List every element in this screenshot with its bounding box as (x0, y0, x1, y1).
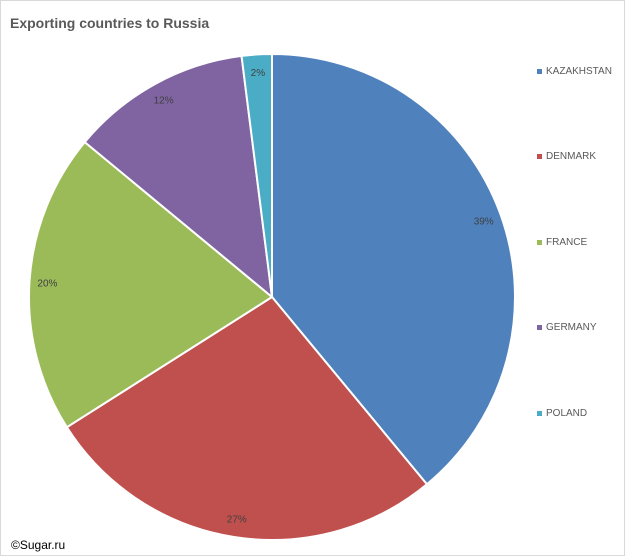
legend-swatch (537, 154, 542, 159)
legend-item-kazakhstan: KAZAKHSTAN (537, 66, 612, 77)
pie-slice-kazakhstan (271, 52, 516, 486)
data-label-germany: 12% (154, 95, 174, 106)
legend-label: DENMARK (546, 151, 597, 162)
pie-slice-poland (240, 52, 273, 298)
pie-slice-germany (83, 54, 274, 300)
data-label-denmark: 27% (227, 515, 247, 526)
legend: KAZAKHSTAN DENMARK FRANCE GERMANY POLAND (537, 1, 622, 557)
pie-slice-denmark (65, 295, 429, 541)
legend-swatch (537, 69, 542, 74)
legend-label: GERMANY (546, 322, 597, 333)
watermark: ©Sugar.ru (11, 538, 66, 552)
legend-item-germany: GERMANY (537, 322, 597, 333)
legend-item-denmark: DENMARK (537, 151, 596, 162)
legend-label: KAZAKHSTAN (546, 66, 612, 77)
legend-label: FRANCE (546, 237, 588, 248)
data-label-poland: 2% (251, 68, 266, 79)
pie-slice-france (28, 140, 274, 429)
legend-swatch (537, 411, 542, 416)
legend-swatch (537, 240, 542, 245)
legend-label: POLAND (546, 408, 588, 419)
legend-swatch (537, 325, 542, 330)
chart-title: Exporting countries to Russia (10, 15, 210, 31)
data-label-kazakhstan: 39% (474, 216, 494, 227)
legend-item-france: FRANCE (537, 237, 587, 248)
data-label-france: 20% (37, 278, 57, 289)
legend-item-poland: POLAND (537, 408, 587, 419)
